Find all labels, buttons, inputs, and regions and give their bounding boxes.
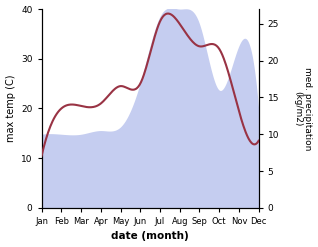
Y-axis label: med. precipitation
(kg/m2): med. precipitation (kg/m2)	[293, 67, 313, 150]
X-axis label: date (month): date (month)	[111, 231, 189, 242]
Y-axis label: max temp (C): max temp (C)	[5, 75, 16, 142]
